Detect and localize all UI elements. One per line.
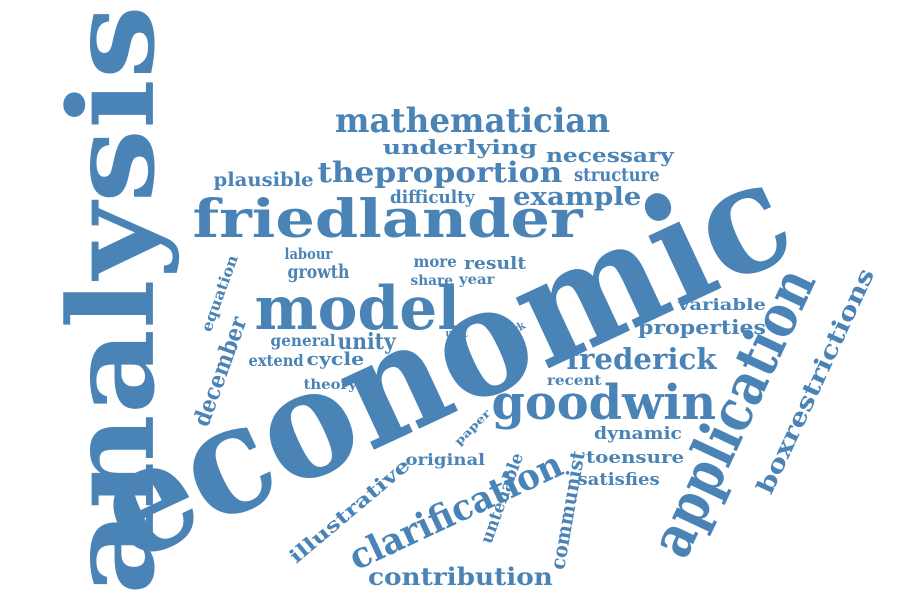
- word-original: original: [405, 450, 485, 469]
- word-difficulty: difficulty: [389, 187, 475, 208]
- word-theproportion: theproportion: [317, 156, 563, 189]
- word-toensure: toensure: [585, 447, 685, 468]
- word-frederick: frederick: [565, 341, 717, 376]
- word-growth: growth: [286, 260, 349, 283]
- word-year: year: [459, 272, 495, 288]
- word-satisfies: satisfies: [576, 469, 660, 490]
- word-properties: properties: [638, 315, 766, 339]
- word-labour: labour: [283, 244, 332, 263]
- word-unit: unit: [445, 326, 468, 340]
- word-variable: variable: [678, 295, 766, 314]
- word-unity: unity: [337, 329, 396, 355]
- word-theory: theory: [303, 377, 357, 393]
- word-dynamic: dynamic: [594, 423, 682, 444]
- word-friedlander: friedlander: [191, 189, 583, 250]
- word-plausible: plausible: [212, 168, 314, 191]
- word-general: general: [270, 331, 336, 350]
- word-model: model: [254, 274, 460, 344]
- word-underlying: underlying: [382, 135, 538, 159]
- word-cycle: cycle: [306, 349, 364, 370]
- word-example: example: [513, 181, 642, 211]
- word-recent: recent: [546, 373, 602, 389]
- word-extend: extend: [248, 351, 304, 370]
- word-structure: structure: [573, 163, 660, 186]
- word-share: share: [409, 273, 453, 289]
- word-goodwin: goodwin: [491, 375, 717, 431]
- word-result: result: [464, 253, 527, 274]
- word-analysis: analysis: [41, 5, 181, 595]
- word-contribution: contribution: [367, 562, 553, 591]
- word-more: more: [413, 252, 457, 271]
- word-mathematician: mathematician: [334, 101, 610, 141]
- word-necessary: necessary: [545, 143, 674, 167]
